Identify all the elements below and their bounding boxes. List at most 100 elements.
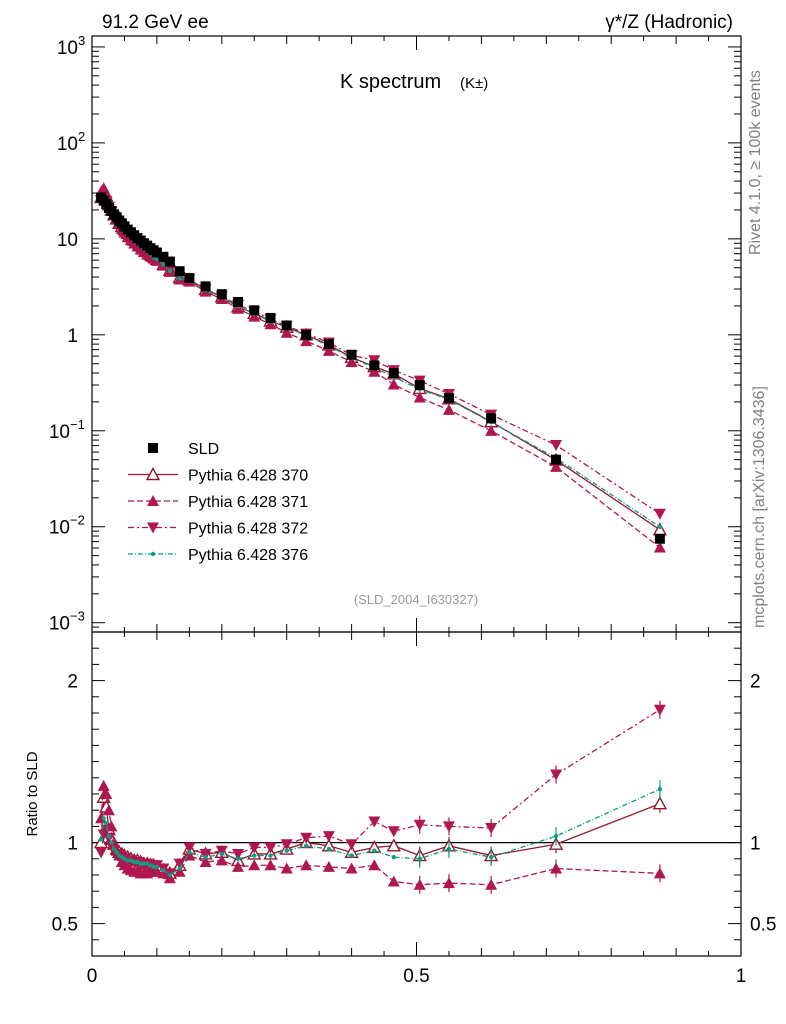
ratio-point-3 [553,833,559,839]
ratio-point-3 [187,850,192,855]
ratio-point-1 [232,860,245,872]
sld-point [301,329,312,340]
y-tick-label: 1 [67,326,78,347]
x-tick-label: 0 [87,966,98,987]
sld-point [184,273,195,284]
ratio-point-1 [550,862,563,874]
ratio-point-3 [203,854,208,860]
ratio-point-2 [183,842,196,854]
sld-point [654,533,665,544]
ratio-tick-label-right: 0.5 [750,915,776,936]
header-right: γ*/Z (Hadronic) [605,12,733,33]
legend-label-2: Pythia 6.428 372 [188,521,308,538]
side-label-bottom: mcplots.cern.ch [arXiv:1306.3436] [751,386,768,628]
series-point-1 [387,378,400,390]
ratio-point-3 [303,843,309,849]
series-point-1 [322,344,335,356]
ratio-point-1 [97,779,110,791]
ratio-point-3 [148,863,153,868]
sld-point [551,454,562,465]
sld-point [174,266,185,277]
sld-point [151,247,162,258]
ratio-point-3 [109,840,114,845]
legend-marker-2 [147,522,159,534]
ratio-point-2 [322,831,335,843]
legend-label-1: Pythia 6.428 371 [188,494,308,511]
legend-label-sld: SLD [188,441,219,458]
sld-point [443,392,454,403]
ratio-point-1 [345,862,358,874]
ratio-point-1 [264,859,277,871]
sld-point [281,320,292,331]
ratio-point-2 [199,848,212,860]
ratio-point-1 [442,877,455,889]
sld-point [414,379,425,390]
series-point-3 [161,262,166,267]
ratio-point-1 [100,788,113,799]
ratio-point-3 [488,854,494,860]
legend-label-3: Pythia 6.428 376 [188,547,308,564]
sld-point [158,251,169,262]
series-point-1 [345,356,358,368]
ratio-point-3 [417,856,422,861]
series-point-1 [280,326,293,338]
ratio-point-1 [368,859,381,871]
y-tick-label: 10 [57,134,78,155]
sld-point [346,349,357,360]
ratio-point-3 [657,786,663,792]
series-point-2 [550,440,563,452]
ratio-point-2 [232,848,245,860]
y-tick-exponent: −2 [70,513,85,528]
ratio-point-3 [125,858,130,863]
ratio-point-2 [173,858,186,870]
y-tick-exponent: 3 [78,33,85,48]
series-point-1 [550,460,563,472]
ratio-point-2 [387,826,400,838]
sld-point [216,289,227,300]
y-tick-label: 10 [49,422,70,443]
ratio-point-3 [326,846,332,852]
header-left: 91.2 GeV ee [102,12,209,33]
x-tick-label: 0.5 [403,966,429,987]
ratio-point-2 [653,704,666,716]
ratio-point-3 [122,856,127,861]
sld-point [388,368,399,379]
ratio-point-3 [284,848,289,853]
ratio-point-1 [653,867,666,879]
y-tick-label: 10 [57,230,78,251]
ratio-point-3 [111,846,117,852]
ratio-point-3 [167,872,173,878]
ratio-point-1 [280,862,293,874]
legend-marker-sld [148,443,158,453]
ratio-tick-label-right: 2 [750,672,761,693]
ratio-point-3 [128,858,134,863]
sld-point [164,256,175,267]
ratio-point-2 [345,839,358,851]
ratio-point-1 [215,854,228,866]
ratio-point-1 [173,865,186,877]
side-label-top: Rivet 4.1.0, ≥ 100k events [747,70,764,255]
ratio-point-1 [102,804,115,816]
ratio-point-3 [141,861,147,866]
series-point-3 [657,524,663,530]
ratio-point-3 [161,867,166,873]
sld-point [486,413,497,424]
y-tick-exponent: 2 [78,129,85,144]
ratio-point-2 [300,832,313,844]
ratio-point-2 [550,769,563,781]
ratio-tick-label-right: 1 [750,834,761,855]
main-panel: K spectrum (K±) (SLD_2004_I630327) 10 310… [49,33,742,635]
x-tick-label: 1 [736,966,747,987]
ratio-point-3 [106,833,112,839]
ratio-point-2 [413,819,426,831]
ratio-point-3 [104,820,109,826]
y-tick-exponent: −3 [70,609,85,624]
ratio-point-2 [248,842,261,854]
series-point-1 [413,391,426,403]
ratio-point-3 [252,853,257,858]
y-tick-exponent: −1 [70,417,85,432]
ratio-point-1 [248,859,261,871]
legend-marker-3 [150,551,156,557]
ratio-point-1 [300,859,313,871]
y-tick-label: 10 [57,38,78,59]
